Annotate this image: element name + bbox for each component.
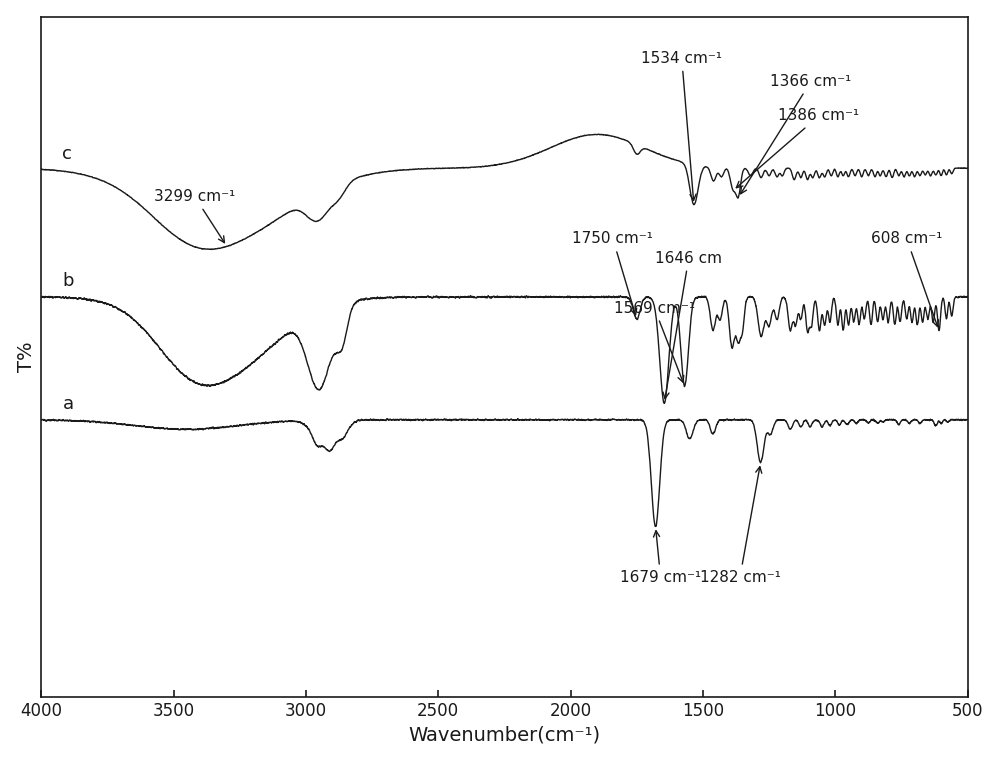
Text: 1282 cm⁻¹: 1282 cm⁻¹ [700, 466, 780, 584]
Text: 1386 cm⁻¹: 1386 cm⁻¹ [736, 108, 859, 188]
X-axis label: Wavenumber(cm⁻¹): Wavenumber(cm⁻¹) [408, 725, 600, 744]
Text: 1569 cm⁻¹: 1569 cm⁻¹ [614, 301, 695, 382]
Text: 1679 cm⁻¹: 1679 cm⁻¹ [620, 530, 701, 584]
Text: 1534 cm⁻¹: 1534 cm⁻¹ [641, 51, 722, 200]
Text: c: c [62, 145, 72, 163]
Y-axis label: T%: T% [17, 342, 36, 372]
Text: 608 cm⁻¹: 608 cm⁻¹ [871, 231, 942, 326]
Text: 1366 cm⁻¹: 1366 cm⁻¹ [741, 74, 852, 194]
Text: 1646 cm: 1646 cm [655, 250, 722, 399]
Text: a: a [62, 394, 74, 412]
Text: 1750 cm⁻¹: 1750 cm⁻¹ [572, 231, 653, 315]
Text: 3299 cm⁻¹: 3299 cm⁻¹ [154, 189, 235, 243]
Text: b: b [62, 272, 74, 289]
